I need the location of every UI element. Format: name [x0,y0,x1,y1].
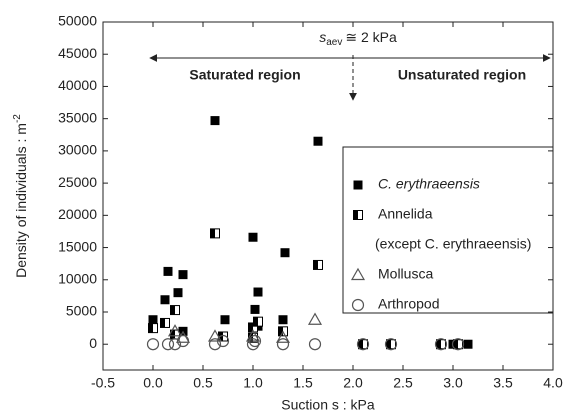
y-tick-label: 30000 [58,142,97,158]
x-tick-label: 1.0 [243,375,263,391]
point [434,338,448,351]
point [207,329,223,342]
point [278,315,288,325]
point-half [170,330,175,340]
point [146,338,160,351]
region-right: Unsaturated region [398,67,526,83]
point [384,338,398,351]
point [220,315,230,325]
point [176,334,190,348]
point [307,312,323,325]
x-tick-label: 2.0 [343,375,363,391]
aev-annotation: saev ≅ 2 kPa [319,29,397,48]
x-tick-label: -0.5 [91,375,115,391]
legend-marker [351,298,365,312]
point [161,338,175,351]
point [163,266,173,276]
point [313,259,323,270]
legend-label: Mollusca [378,266,433,282]
point [386,339,396,350]
point-half [170,305,175,315]
x-tick-label: 0.0 [143,375,163,391]
legend-marker [350,267,366,281]
x-tick-label: 0.5 [193,375,213,391]
point-half [148,323,153,333]
point [148,315,158,325]
point-half [253,317,258,327]
point-half [436,339,441,349]
y-axis-label: Density of individuals : m-2 [12,114,29,278]
point [451,338,465,351]
legend-marker [353,180,363,190]
point [246,338,260,351]
point [167,324,183,337]
point [208,338,222,351]
point [210,116,220,126]
point [276,338,290,351]
y-tick-label: 15000 [58,238,97,254]
point [160,317,170,328]
legend-note: (except C. erythraeensis) [375,236,531,252]
y-axis-label-sup: -2 [12,114,23,123]
point [250,304,260,314]
point [148,323,158,334]
point-half [160,318,165,328]
region-left: Saturated region [189,67,300,83]
x-tick-label: 1.5 [293,375,313,391]
point [308,338,322,351]
x-tick-label: 4.0 [543,375,563,391]
point [253,287,263,297]
point [170,305,180,316]
aev-subscript: aev [326,37,342,48]
y-tick-label: 25000 [58,174,97,190]
y-tick-label: 20000 [58,206,97,222]
point [160,295,170,305]
y-tick-label: 40000 [58,77,97,93]
point [463,339,473,349]
y-tick-label: 35000 [58,109,97,125]
legend-label: Annelida [378,206,433,222]
point [253,316,263,327]
point-half [453,339,458,349]
point-half [210,228,215,238]
y-tick-label: 45000 [58,45,97,61]
y-axis-label-text: Density of individuals : m [13,123,29,278]
point-half [386,339,391,349]
y-tick-label: 0 [89,335,97,351]
point [453,339,463,350]
legend [342,146,554,314]
point [313,136,323,146]
point [210,228,220,239]
point [358,339,368,350]
x-tick-label: 3.0 [443,375,463,391]
legend-marker [353,210,363,220]
point-half [353,210,358,220]
aev-symbol: s [319,29,326,45]
point-half [278,326,283,336]
point-half [248,322,253,332]
point [275,330,291,343]
x-tick-label: 2.5 [393,375,413,391]
x-tick-label: 3.5 [493,375,513,391]
y-tick-label: 50000 [58,13,97,29]
point-half [313,260,318,270]
point [168,338,182,351]
legend-label: Arthropod [378,296,439,312]
point [280,248,290,258]
y-tick-label: 10000 [58,270,97,286]
aev-text: ≅ 2 kPa [345,29,397,45]
x-axis-label: Suction s : kPa [281,397,375,413]
point-half [358,339,363,349]
point [178,270,188,280]
point [173,288,183,298]
point [436,339,446,350]
point [248,334,262,348]
y-tick-label: 5000 [66,303,97,319]
point [356,338,370,351]
point [248,232,258,242]
legend-label: C. erythraeensis [378,176,480,192]
point [216,334,230,348]
